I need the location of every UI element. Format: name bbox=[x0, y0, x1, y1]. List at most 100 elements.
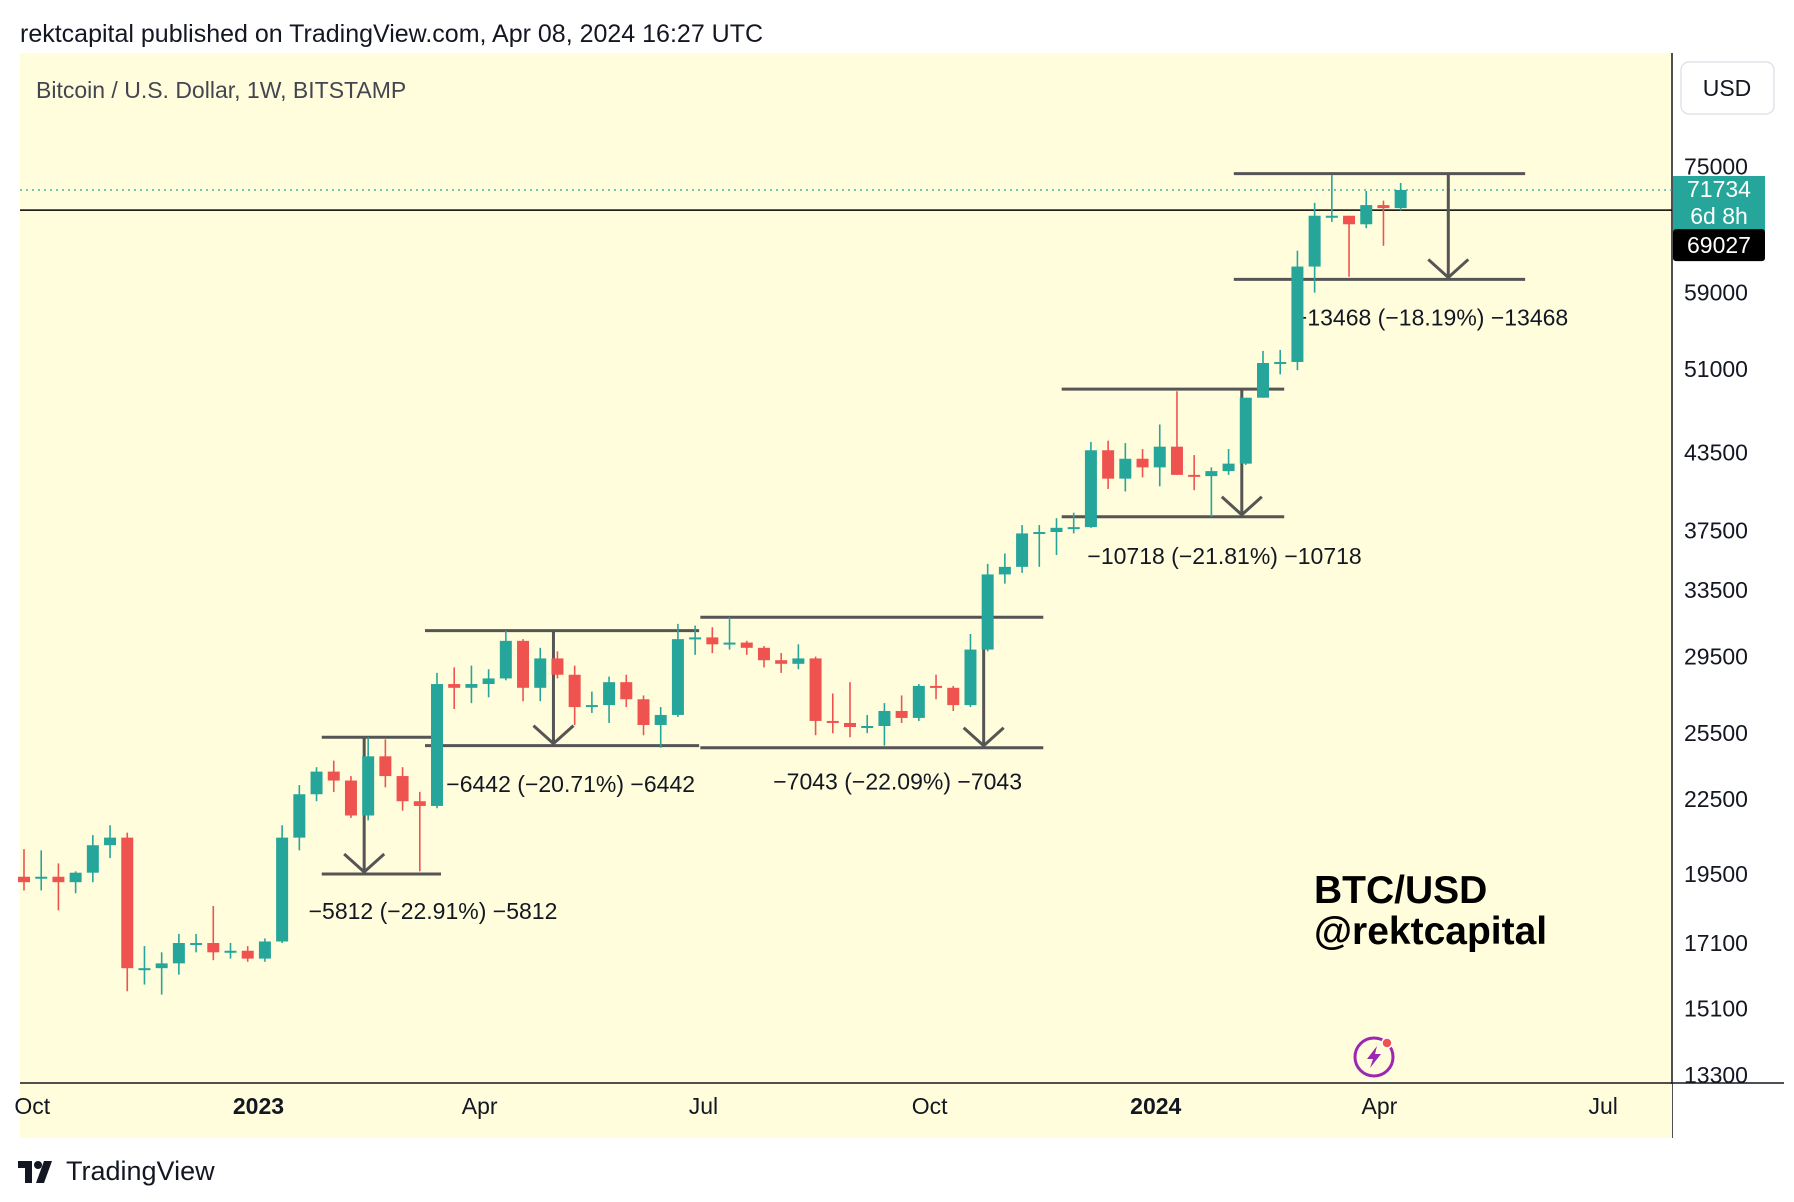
candle bbox=[1325, 175, 1338, 222]
y-tick-label: 75000 bbox=[1684, 154, 1748, 180]
candle bbox=[293, 785, 306, 851]
candle bbox=[654, 707, 667, 748]
candle-body bbox=[1308, 215, 1321, 267]
candle-body bbox=[1136, 458, 1149, 468]
candle-body bbox=[517, 640, 530, 688]
candle-body bbox=[86, 845, 99, 873]
candle bbox=[362, 737, 375, 821]
candle-body bbox=[465, 684, 478, 688]
candle bbox=[740, 640, 753, 655]
chart-title: Bitcoin / U.S. Dollar, 1W, BITSTAMP bbox=[36, 77, 406, 103]
candle-body bbox=[775, 660, 788, 664]
candle bbox=[912, 684, 925, 721]
candle-body bbox=[327, 771, 340, 781]
candle-body bbox=[138, 968, 151, 971]
candle bbox=[86, 835, 99, 883]
candle-body bbox=[792, 658, 805, 664]
candle-body bbox=[912, 685, 925, 718]
candle-body bbox=[671, 639, 684, 715]
candle bbox=[1360, 190, 1373, 229]
last-price-badge bbox=[1673, 175, 1765, 232]
candle-body bbox=[809, 658, 822, 721]
horizontal-line-badge bbox=[1673, 229, 1765, 262]
candle bbox=[689, 625, 702, 655]
candle-body bbox=[1239, 397, 1252, 464]
candle-body bbox=[861, 725, 874, 728]
candle-body bbox=[413, 801, 426, 806]
candle-body bbox=[1377, 205, 1390, 209]
candle bbox=[431, 672, 443, 809]
candle-body bbox=[706, 637, 719, 645]
candle bbox=[1239, 397, 1252, 465]
arrow-head bbox=[343, 852, 386, 875]
x-tick-label: Oct bbox=[912, 1093, 948, 1119]
drawdown-pattern[interactable]: −6442 (−20.71%) −6442 bbox=[425, 629, 700, 797]
candle bbox=[448, 667, 461, 710]
drawdown-pattern[interactable]: −10718 (−21.81%) −10718 bbox=[1061, 387, 1362, 569]
candle-body bbox=[190, 943, 203, 946]
candle bbox=[1308, 202, 1321, 293]
candle bbox=[465, 665, 478, 704]
candle-body bbox=[396, 776, 409, 802]
candle bbox=[878, 703, 891, 746]
currency-button[interactable]: USD bbox=[1680, 61, 1775, 115]
candle-body bbox=[310, 771, 323, 795]
candle bbox=[826, 693, 839, 734]
x-tick-label: Oct bbox=[14, 1093, 50, 1119]
x-tick-label: 2024 bbox=[1130, 1093, 1181, 1119]
candle-body bbox=[1084, 450, 1097, 528]
candle-body bbox=[878, 710, 891, 726]
drawdown-pattern[interactable]: −13468 (−18.19%) −13468 bbox=[1233, 172, 1568, 331]
candle bbox=[258, 938, 271, 962]
y-tick-label: 51000 bbox=[1684, 356, 1748, 382]
tradingview-footer[interactable]: TradingView bbox=[18, 1156, 215, 1187]
lightning-icon[interactable] bbox=[1353, 1036, 1395, 1078]
candle bbox=[585, 691, 598, 713]
candle-body bbox=[362, 756, 375, 816]
candle-body bbox=[1222, 463, 1235, 472]
candle-body bbox=[723, 642, 736, 645]
time-axis: Oct 2023 Apr Jul Oct 2024 Apr Jul bbox=[14, 1093, 1617, 1119]
candle bbox=[35, 850, 48, 891]
candle-body bbox=[207, 943, 220, 953]
candle bbox=[809, 656, 822, 736]
horizontal-line-value: 69027 bbox=[1687, 232, 1751, 258]
arrow-head bbox=[1220, 495, 1263, 517]
candle-body bbox=[551, 658, 564, 675]
candle bbox=[1033, 525, 1046, 567]
candle-body bbox=[947, 687, 960, 706]
candle bbox=[276, 825, 289, 944]
candle-body bbox=[258, 941, 271, 959]
candle-body bbox=[1325, 215, 1338, 218]
candle-body bbox=[689, 637, 702, 640]
drawdown-label: −5812 (−22.91%) −5812 bbox=[309, 898, 558, 924]
candle bbox=[1377, 200, 1390, 246]
candle bbox=[1291, 250, 1304, 371]
y-tick-label: 22500 bbox=[1684, 786, 1748, 812]
watermark-line2: @rektcapital bbox=[1314, 910, 1547, 953]
candle bbox=[327, 760, 340, 792]
candle bbox=[1394, 182, 1407, 211]
publish-header: rektcapital published on TradingView.com… bbox=[20, 20, 764, 48]
y-tick-label: 43500 bbox=[1684, 440, 1748, 466]
candle-body bbox=[104, 837, 117, 846]
candle-body bbox=[637, 699, 650, 725]
x-tick-label: 2023 bbox=[233, 1093, 284, 1119]
candle-body bbox=[1067, 527, 1080, 530]
drawdown-label: −6442 (−20.71%) −6442 bbox=[446, 771, 695, 797]
price-axis: 75000 59000 51000 43500 37500 33500 29500 25500… bbox=[1684, 154, 1748, 1088]
candle bbox=[499, 630, 512, 681]
candle-body bbox=[1257, 362, 1269, 398]
candle-body bbox=[431, 684, 443, 806]
drawdown-label: −13468 (−18.19%) −13468 bbox=[1294, 305, 1568, 331]
candle bbox=[775, 653, 788, 673]
tradingview-brand: TradingView bbox=[66, 1156, 215, 1186]
candle-body bbox=[1205, 471, 1218, 477]
candle-body bbox=[1291, 266, 1304, 362]
candle-body bbox=[482, 678, 495, 685]
candle-body bbox=[981, 574, 994, 650]
candle bbox=[792, 644, 805, 670]
candle bbox=[224, 943, 237, 959]
drawdown-pattern[interactable]: −7043 (−22.09%) −7043 bbox=[700, 615, 1044, 795]
